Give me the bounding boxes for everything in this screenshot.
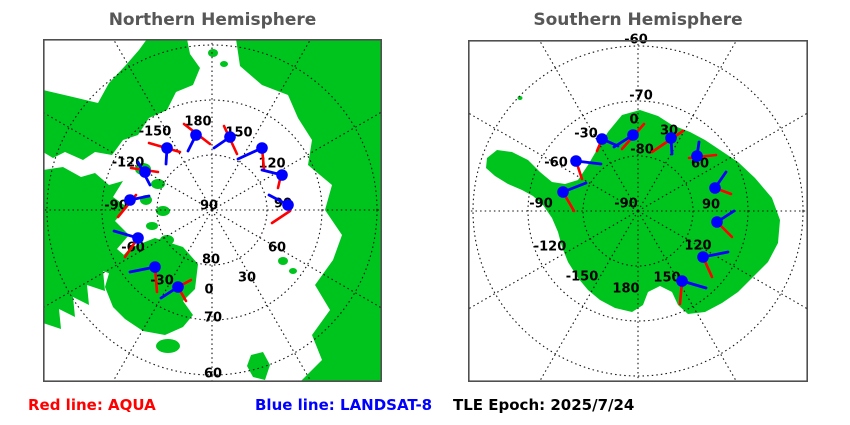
svg-text:-30: -30: [150, 274, 174, 289]
island-arctic-2: [220, 61, 228, 67]
svg-text:120: 120: [258, 157, 285, 172]
southern-hemisphere-title: Southern Hemisphere: [533, 10, 743, 30]
island-svalbard-2: [289, 268, 297, 274]
svg-text:-120: -120: [534, 240, 567, 255]
island-iceland: [156, 339, 180, 353]
legend-landsat8: Blue line: LANDSAT-8: [255, 396, 433, 414]
northern-hemisphere-map: 90807060180-150150-120120-9090-6060-3030…: [43, 39, 382, 382]
southern-satellite-markers: [557, 122, 736, 306]
svg-text:60: 60: [268, 241, 286, 256]
northern-plot-frame: [43, 39, 382, 382]
island-archipelago-6: [160, 235, 174, 245]
svg-text:-150: -150: [139, 125, 172, 140]
svg-text:-90: -90: [104, 199, 128, 214]
southern-graticule: [468, 40, 808, 382]
northern-landmass-layer: [43, 39, 382, 382]
svg-text:-120: -120: [112, 156, 145, 171]
svg-text:0: 0: [629, 113, 638, 128]
svg-text:90: 90: [702, 198, 720, 213]
svg-text:180: 180: [612, 282, 639, 297]
legend-aqua: Red line: AQUA: [28, 396, 156, 414]
svg-text:80: 80: [202, 253, 220, 268]
island-archipelago-7: [150, 249, 160, 257]
island-antarctic-speck: [517, 96, 523, 100]
svg-text:-70: -70: [629, 89, 653, 104]
svg-text:70: 70: [204, 311, 222, 326]
landmass-siberia-scandinavia: [236, 39, 382, 382]
svg-text:-90: -90: [529, 197, 553, 212]
island-arctic-1: [208, 49, 218, 57]
landmass-canada: [43, 167, 131, 329]
island-archipelago-4: [156, 206, 170, 216]
svg-text:-60: -60: [544, 156, 568, 171]
northern-satellite-markers: [112, 122, 294, 303]
northern-hemisphere-title: Northern Hemisphere: [108, 10, 317, 30]
svg-text:120: 120: [684, 239, 711, 254]
northern-graticule: [43, 39, 382, 382]
island-archipelago-5: [146, 222, 158, 230]
svg-text:-150: -150: [566, 270, 599, 285]
svg-text:0: 0: [204, 283, 213, 298]
svg-text:90: 90: [200, 199, 218, 214]
svg-text:-30: -30: [574, 127, 598, 142]
southern-hemisphere-map: -60-70-80-900-30 30-60 60-90 90-120 120-150 1…: [468, 33, 808, 382]
landmass-greenland: [105, 238, 198, 335]
svg-text:-80: -80: [630, 143, 654, 158]
landmass-britain: [247, 352, 270, 380]
island-archipelago-2: [151, 179, 165, 189]
svg-text:30: 30: [238, 271, 256, 286]
svg-text:150: 150: [653, 271, 680, 286]
island-svalbard-1: [278, 257, 288, 265]
landmass-alaska-chukotka: [43, 39, 200, 160]
legend-tle-epoch: TLE Epoch: 2025/7/24: [453, 396, 635, 414]
southern-plot-frame: [468, 40, 808, 382]
svg-text:60: 60: [204, 367, 222, 382]
svg-text:180: 180: [184, 115, 211, 130]
svg-text:-90: -90: [614, 197, 638, 212]
